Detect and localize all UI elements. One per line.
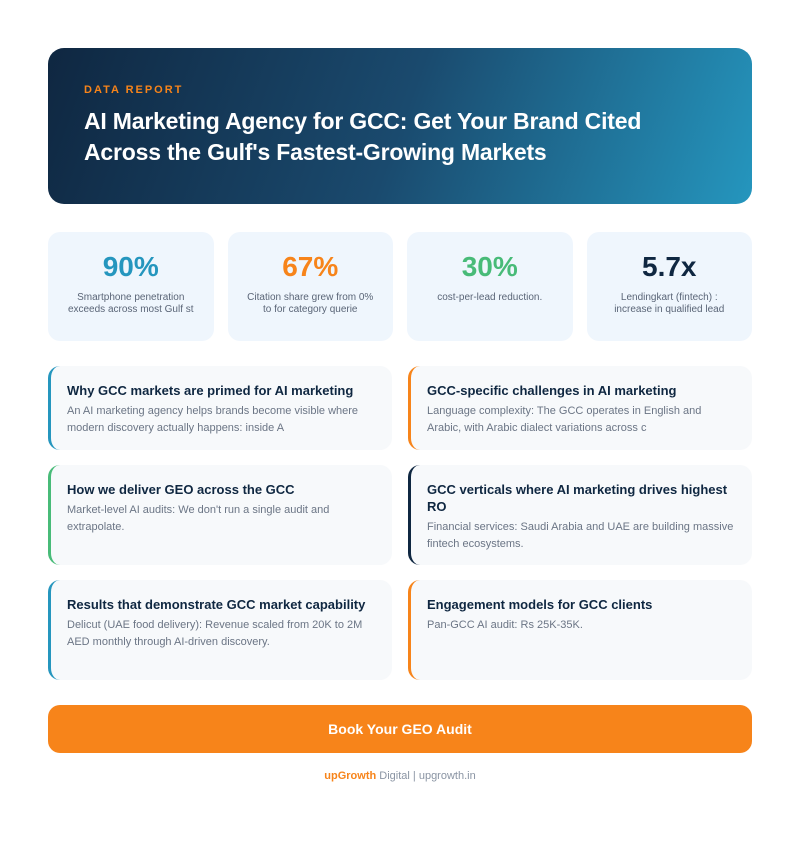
footer-site-link[interactable]: upgrowth.in [418,770,476,782]
book-audit-button[interactable]: Book Your GEO Audit [48,705,752,753]
sections-grid: Why GCC markets are primed for AI market… [48,366,752,680]
section-card: Why GCC markets are primed for AI market… [48,366,392,450]
section-title: Engagement models for GCC clients [427,597,653,612]
section-text: Pan-GCC AI audit: Rs 25K-35K. [427,619,583,631]
stats-row: 90% Smartphone penetration exceeds across… [48,232,752,341]
stat-value: 30% [461,251,518,282]
stat-value: 90% [102,251,159,282]
section-text: Market-level AI audits: We don't run a s… [67,504,330,533]
stat-card: 5.7x Lendingkart (fintech) : increase in … [586,232,752,341]
brand-suffix: Digital [376,770,410,782]
section-card: Engagement models for GCC clients Pan-GCC… [408,580,752,680]
stat-label: Lendingkart (fintech) : increase in qual… [614,292,725,315]
section-title: Results that demonstrate GCC market capa… [67,597,366,612]
stat-value: 67% [282,251,339,282]
footer: upGrowth Digital | upgrowth.in [0,770,800,782]
footer-separator: | [409,770,419,782]
section-title: GCC-specific challenges in AI marketing [427,383,677,398]
section-title: Why GCC markets are primed for AI market… [67,383,354,398]
section-text: Delicut (UAE food delivery): Revenue sca… [67,619,363,648]
page-title: AI Marketing Agency for GCC: Get Your Br… [84,108,642,165]
stat-card: 67% Citation share grew from 0% to for ca… [227,232,393,341]
section-text: Financial services: Saudi Arabia and UAE… [427,521,734,550]
brand-name: upGrowth [324,770,377,782]
section-card: GCC-specific challenges in AI marketing L… [408,366,752,450]
stat-card: 30% cost-per-lead reduction. [407,232,573,341]
eyebrow-label: DATA REPORT [84,84,184,96]
section-card: Results that demonstrate GCC market capa… [48,580,392,680]
section-card: GCC verticals where AI marketing drives … [408,465,752,565]
stat-label: Citation share grew from 0% to for categ… [247,292,374,315]
section-text: Language complexity: The GCC operates in… [427,405,702,434]
section-text: An AI marketing agency helps brands beco… [67,405,359,434]
section-card: How we deliver GEO across the GCC Market-… [48,465,392,565]
stat-label: cost-per-lead reduction. [437,292,543,303]
stat-card: 90% Smartphone penetration exceeds across… [48,232,214,341]
hero-banner: DATA REPORT AI Marketing Agency for GCC:… [48,48,752,204]
section-title: How we deliver GEO across the GCC [67,482,295,497]
stat-value: 5.7x [642,251,697,282]
section-title: GCC verticals where AI marketing drives … [427,482,728,514]
stat-label: Smartphone penetration exceeds across mo… [67,292,194,315]
